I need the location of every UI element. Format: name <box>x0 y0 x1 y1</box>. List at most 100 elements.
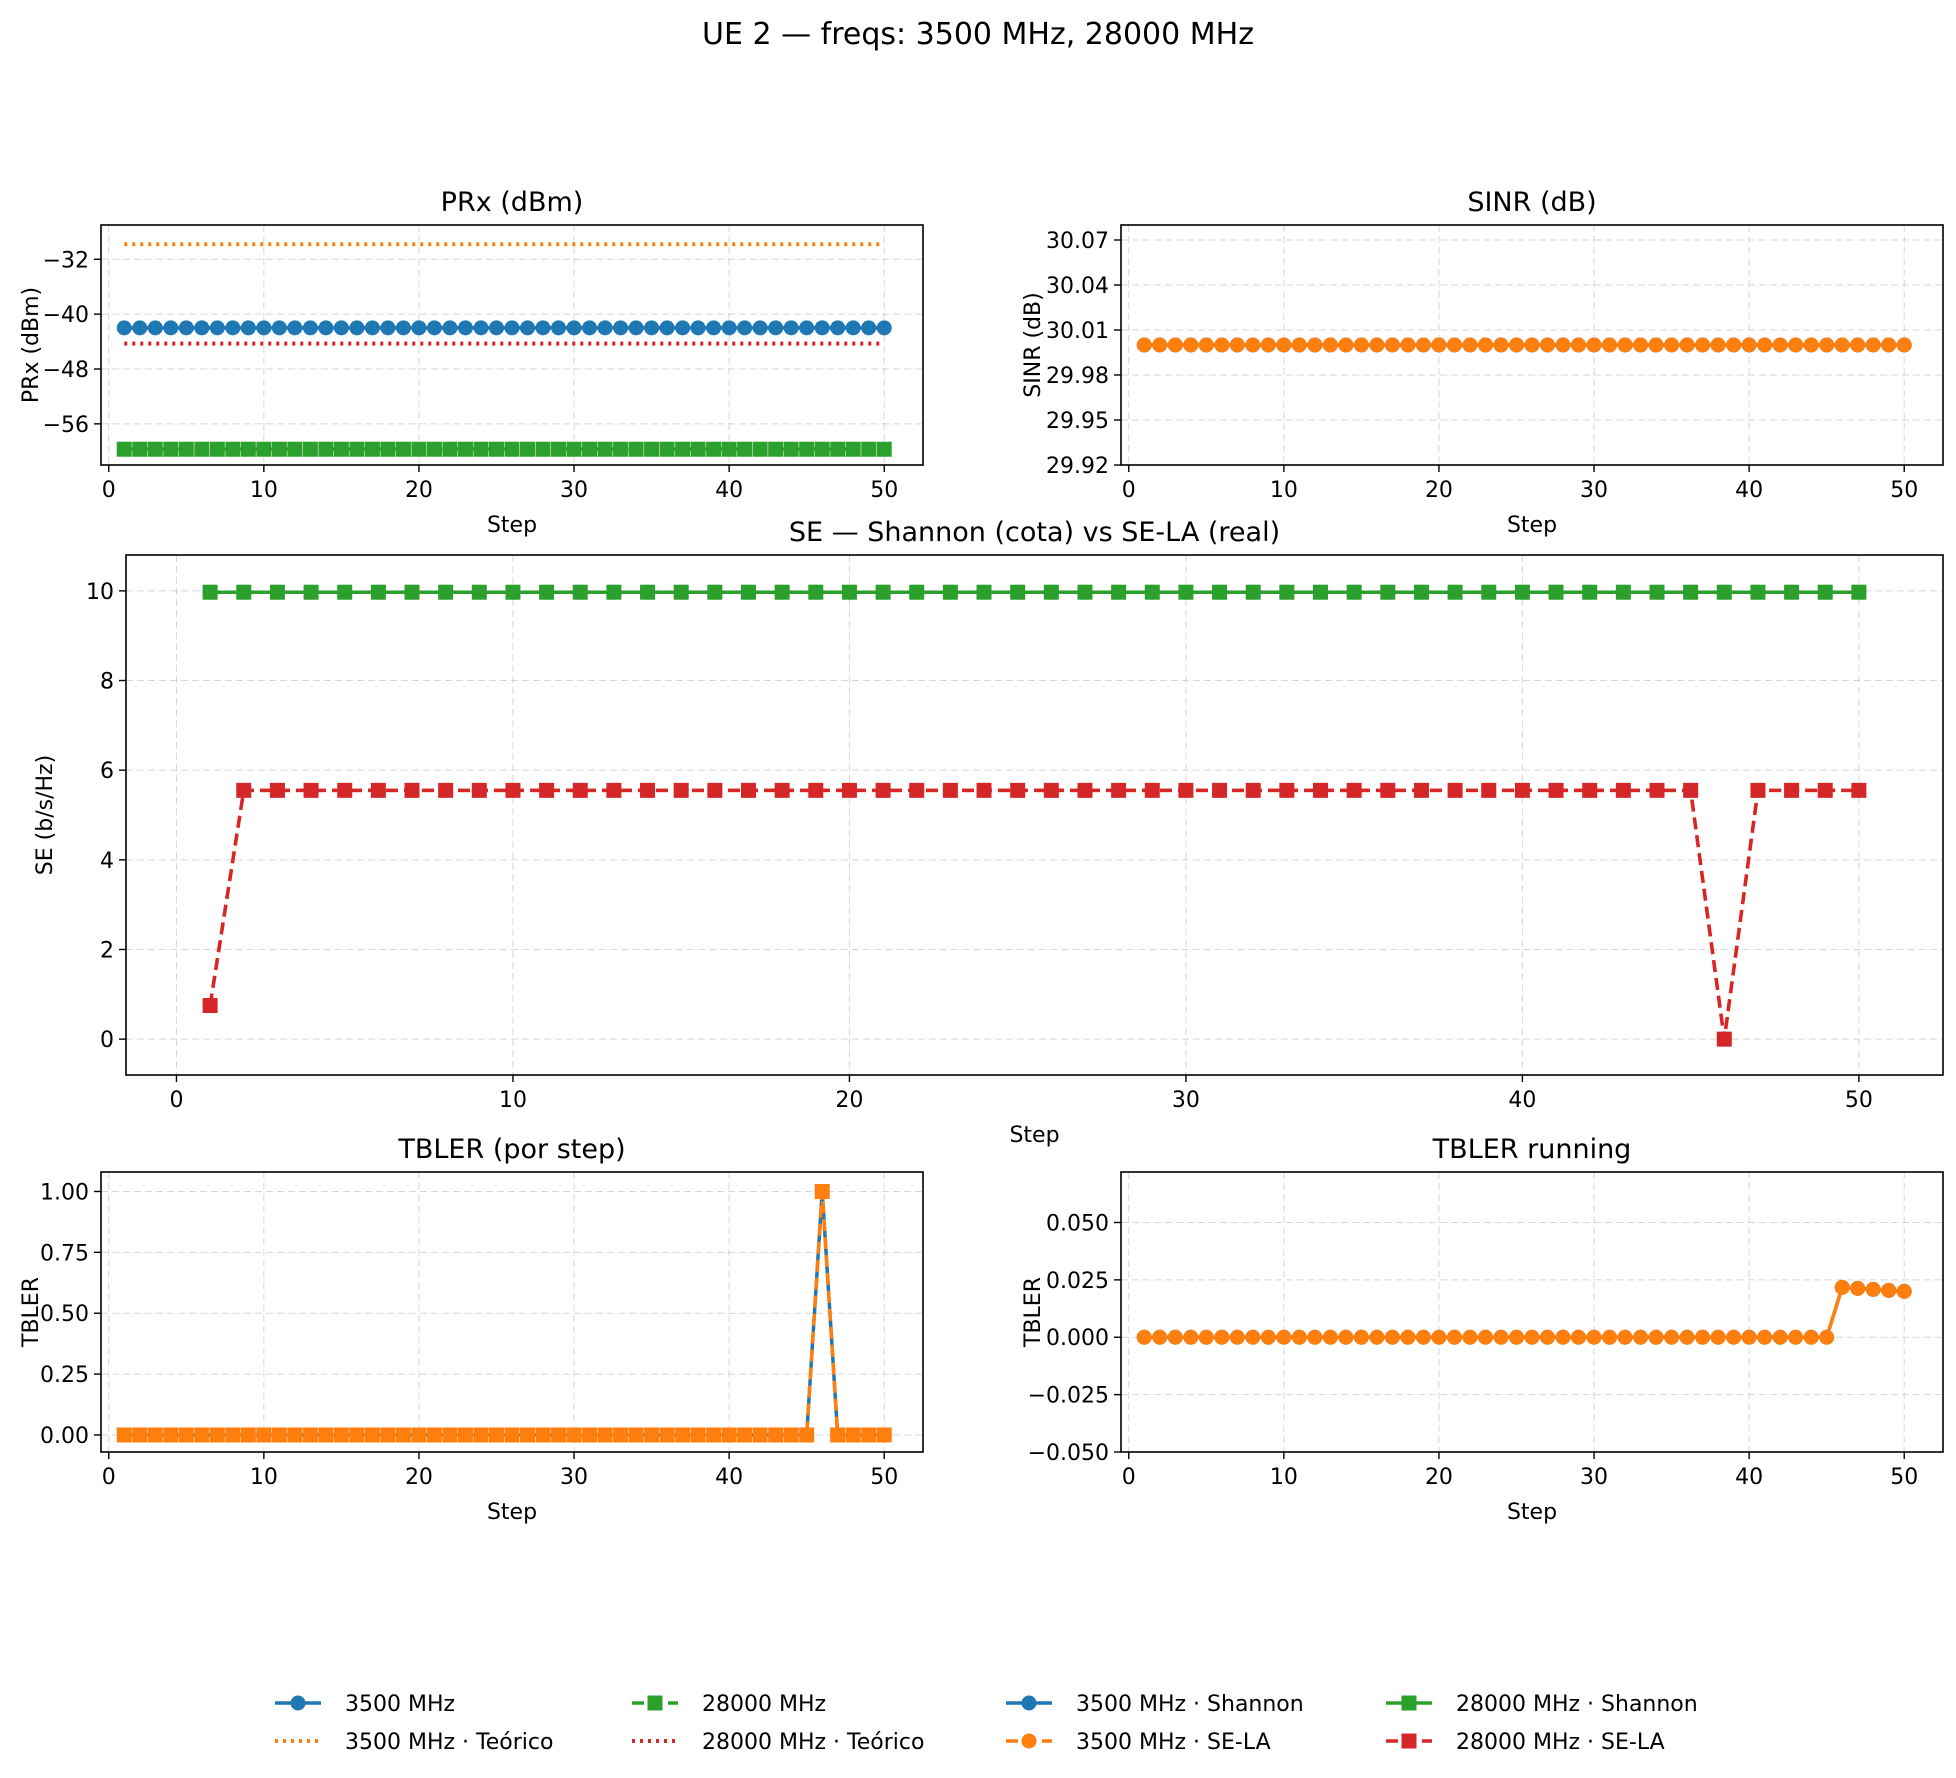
data-point <box>799 320 815 336</box>
data-point <box>551 1427 567 1443</box>
data-point <box>535 441 551 457</box>
subplot-title: PRx (dBm) <box>441 187 584 218</box>
data-point <box>1353 337 1369 353</box>
data-point <box>706 320 722 336</box>
data-point <box>1477 1329 1493 1345</box>
data-point <box>1834 337 1850 353</box>
data-point <box>269 782 285 798</box>
data-point <box>721 441 737 457</box>
data-point <box>236 584 252 600</box>
data-point <box>768 320 784 336</box>
data-point <box>737 1427 753 1443</box>
data-point <box>909 782 925 798</box>
data-point <box>799 441 815 457</box>
data-point <box>752 441 768 457</box>
x-tick-label: 50 <box>1890 1465 1918 1490</box>
data-point <box>1338 337 1354 353</box>
data-point <box>640 782 656 798</box>
data-point <box>1291 337 1307 353</box>
data-point <box>457 441 473 457</box>
data-point <box>147 320 163 336</box>
data-point <box>1198 1329 1214 1345</box>
x-tick-label: 40 <box>715 1465 743 1490</box>
data-point <box>1167 337 1183 353</box>
data-point <box>740 782 756 798</box>
data-point <box>163 441 179 457</box>
data-point <box>535 320 551 336</box>
data-point <box>597 441 613 457</box>
y-axis-label: SE (b/s/Hz) <box>33 755 58 875</box>
data-point <box>566 441 582 457</box>
data-point <box>673 782 689 798</box>
data-point <box>976 584 992 600</box>
legend-item: 3500 MHz · SE-LA <box>1006 1730 1271 1755</box>
data-point <box>1212 782 1228 798</box>
data-point <box>551 441 567 457</box>
data-point <box>613 320 629 336</box>
data-point <box>256 1427 272 1443</box>
data-point <box>404 584 420 600</box>
data-point <box>178 1427 194 1443</box>
data-point <box>861 441 877 457</box>
data-point <box>768 1427 784 1443</box>
subplot-se: 0 10 20 30 40 50 0 2 4 6 8 10 SE — Shannon (cota) vs… <box>33 517 1944 1148</box>
data-point <box>707 584 723 600</box>
data-point <box>1865 337 1881 353</box>
legend-marker <box>1021 1733 1037 1749</box>
data-point <box>333 320 349 336</box>
data-point <box>1664 1329 1680 1345</box>
data-point <box>628 1427 644 1443</box>
subplot-tbler_running: 0 10 20 30 40 50 0.050 0.025 0.000 −0.025 −0.050 TB… <box>1021 1134 1944 1525</box>
data-point <box>202 584 218 600</box>
data-point <box>1896 337 1912 353</box>
y-axis-label: PRx (dBm) <box>19 287 44 403</box>
data-point <box>875 584 891 600</box>
data-point <box>287 320 303 336</box>
grid <box>101 225 923 465</box>
x-tick-label: 40 <box>1735 1465 1763 1490</box>
data-point <box>1788 337 1804 353</box>
data-point <box>783 1427 799 1443</box>
y-tick-label: 6 <box>100 759 114 784</box>
figure-title: UE 2 — freqs: 3500 MHz, 28000 MHz <box>702 17 1254 52</box>
legend-label: 3500 MHz <box>345 1692 455 1717</box>
legend-item: 3500 MHz · Shannon <box>1006 1692 1304 1717</box>
data-point <box>814 1183 830 1199</box>
data-point <box>1384 337 1400 353</box>
data-point <box>845 320 861 336</box>
data-point <box>1540 1329 1556 1345</box>
x-tick-label: 30 <box>560 478 588 503</box>
data-point <box>1617 1329 1633 1345</box>
data-point <box>876 1427 892 1443</box>
data-point <box>132 1427 148 1443</box>
data-point <box>209 320 225 336</box>
data-point <box>411 441 427 457</box>
data-point <box>1291 1329 1307 1345</box>
data-point <box>1817 782 1833 798</box>
y-axis-label: SINR (dB) <box>1021 292 1046 397</box>
data-point <box>194 320 210 336</box>
series-group <box>1136 1279 1912 1345</box>
series-markers-tbler_running-1 <box>1136 1279 1912 1345</box>
x-tick-label: 10 <box>250 478 278 503</box>
legend-item: 3500 MHz · Teórico <box>275 1730 553 1755</box>
data-point <box>318 320 334 336</box>
data-point <box>1111 782 1127 798</box>
data-point <box>1144 782 1160 798</box>
data-point <box>318 441 334 457</box>
data-point <box>380 320 396 336</box>
data-point <box>395 1427 411 1443</box>
data-point <box>644 320 660 336</box>
data-point <box>380 1427 396 1443</box>
y-axis-label: TBLER <box>19 1277 44 1348</box>
legend-label: 28000 MHz <box>702 1692 826 1717</box>
data-point <box>1369 337 1385 353</box>
data-point <box>1136 1329 1152 1345</box>
data-point <box>225 1427 241 1443</box>
data-point <box>1750 782 1766 798</box>
data-point <box>1178 584 1194 600</box>
data-point <box>438 782 454 798</box>
data-point <box>783 320 799 336</box>
data-point <box>1633 1329 1649 1345</box>
